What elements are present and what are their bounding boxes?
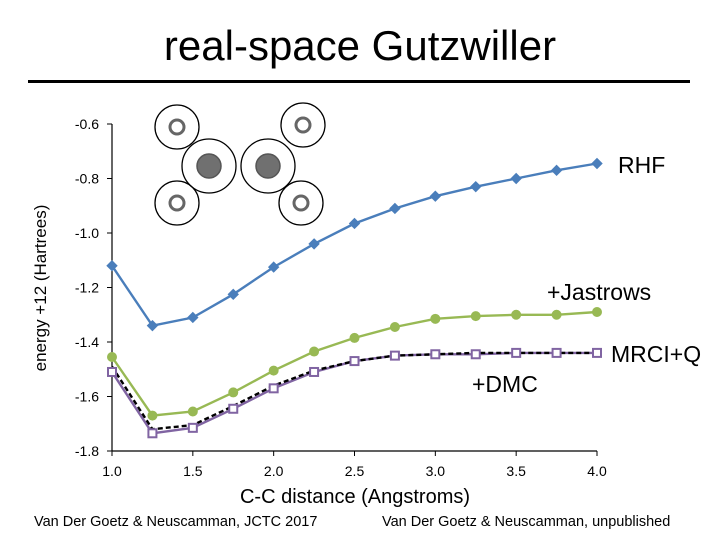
- series-label-jastrows: +Jastrows: [547, 279, 651, 305]
- y-tick-label: -0.6: [75, 116, 99, 132]
- y-axis-title: energy +12 (Hartrees): [31, 205, 50, 372]
- series-markers: [106, 157, 603, 439]
- data-point-rhf: [227, 288, 239, 301]
- data-point-dmc: [389, 350, 400, 361]
- data-point-jastrows: [511, 309, 522, 320]
- y-tick-label: -1.6: [75, 389, 99, 405]
- data-point-jastrows: [349, 332, 360, 343]
- x-tick-label: 1.0: [102, 463, 122, 479]
- data-point-jastrows: [470, 311, 481, 322]
- data-point-jastrows: [551, 309, 562, 320]
- data-point-dmc: [187, 422, 198, 433]
- series-label-dmc: +DMC: [472, 371, 538, 397]
- data-point-jastrows: [430, 313, 441, 324]
- slide-title: real-space Gutzwiller: [163, 22, 557, 69]
- data-point-rhf: [267, 261, 280, 273]
- data-point-rhf: [510, 172, 522, 185]
- data-point-rhf: [591, 157, 603, 170]
- data-point-dmc: [470, 349, 481, 360]
- hydrogen-orbital-bottom-right: [278, 180, 324, 226]
- hydrogen-orbital-top-right: [280, 102, 326, 148]
- molecule-diagram: [154, 102, 326, 226]
- series-line-rhf: [111, 162, 598, 328]
- citation-left: Van Der Goetz & Neuscamman, JCTC 2017: [34, 514, 318, 530]
- x-axis-title: C-C distance (Angstroms): [240, 486, 470, 508]
- x-tick-label: 2.5: [345, 463, 365, 479]
- data-point-jastrows: [309, 346, 320, 357]
- series-label-mrciq: MRCI+Q: [611, 341, 701, 367]
- data-point-jastrows: [592, 307, 602, 318]
- axes: -0.6 -0.8 -1.0 -1.2 -1.4 -1.6 -1.81.0 1.5 2.0 2.5…: [75, 116, 607, 479]
- carbon-right: [255, 153, 281, 179]
- title-divider: [28, 80, 690, 83]
- data-point-rhf: [550, 164, 563, 177]
- data-point-dmc: [107, 366, 117, 377]
- x-tick-label: 1.5: [183, 463, 203, 479]
- carbon-left: [196, 153, 222, 179]
- data-point-rhf: [106, 259, 118, 272]
- data-point-rhf: [187, 311, 199, 324]
- data-point-rhf: [389, 202, 401, 215]
- y-tick-label: -0.8: [75, 171, 99, 187]
- data-point-dmc: [147, 428, 158, 439]
- carbon-orbital-right: [240, 138, 296, 194]
- data-point-rhf: [470, 180, 482, 193]
- x-tick-label: 3.0: [426, 463, 446, 479]
- data-point-dmc: [228, 403, 239, 414]
- hydrogen-top-right: [294, 116, 312, 134]
- data-point-rhf: [348, 217, 361, 230]
- data-point-jastrows: [389, 322, 400, 333]
- data-point-dmc: [592, 347, 602, 358]
- data-point-dmc: [511, 347, 522, 358]
- data-point-dmc: [349, 356, 360, 367]
- data-point-jastrows: [147, 410, 158, 421]
- data-point-jastrows: [107, 351, 117, 362]
- data-point-dmc: [430, 349, 441, 360]
- data-point-jastrows: [228, 387, 239, 398]
- data-point-rhf: [146, 319, 159, 332]
- series-label-rhf: RHF: [618, 152, 665, 178]
- data-point-dmc: [551, 347, 562, 358]
- x-tick-label: 3.5: [506, 463, 526, 479]
- data-point-rhf: [308, 238, 320, 250]
- data-point-dmc: [268, 383, 279, 394]
- data-point-jastrows: [187, 406, 198, 417]
- citation-right: Van Der Goetz & Neuscamman, unpublished: [382, 514, 671, 530]
- hydrogen-orbital-bottom-left: [154, 180, 200, 226]
- hydrogen-bottom-left: [168, 194, 186, 212]
- y-tick-label: -1.0: [75, 225, 99, 241]
- data-point-dmc: [309, 366, 320, 377]
- y-tick-label: -1.8: [75, 443, 99, 459]
- carbon-orbital-left: [181, 138, 237, 194]
- y-tick-label: -1.2: [75, 280, 99, 296]
- data-point-rhf: [429, 190, 442, 202]
- data-point-jastrows: [268, 365, 279, 376]
- hydrogen-top-left: [168, 118, 186, 136]
- x-tick-label: 2.0: [264, 463, 284, 479]
- x-tick-label: 4.0: [587, 463, 607, 479]
- y-tick-label: -1.4: [75, 334, 99, 350]
- hydrogen-orbital-top-left: [154, 104, 200, 150]
- hydrogen-bottom-right: [292, 194, 310, 212]
